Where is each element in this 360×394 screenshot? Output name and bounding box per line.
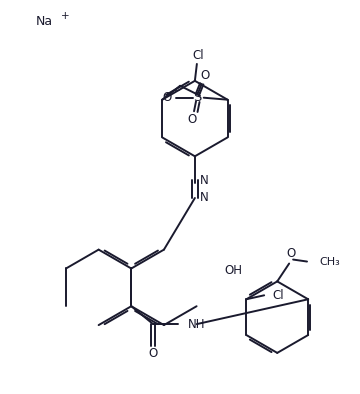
- Text: Na: Na: [36, 15, 53, 28]
- Text: O: O: [287, 247, 296, 260]
- Text: O: O: [162, 91, 172, 104]
- Text: N: N: [199, 191, 208, 204]
- Text: N: N: [199, 174, 208, 187]
- Text: O: O: [187, 113, 197, 126]
- Text: −: −: [172, 85, 180, 94]
- Text: Cl: Cl: [272, 289, 284, 302]
- Text: Cl: Cl: [192, 48, 204, 61]
- Text: O: O: [200, 69, 210, 82]
- Text: +: +: [61, 11, 69, 21]
- Text: S: S: [194, 91, 202, 104]
- Text: O: O: [148, 348, 158, 361]
- Text: OH: OH: [224, 264, 242, 277]
- Text: NH: NH: [188, 318, 205, 331]
- Text: CH₃: CH₃: [319, 256, 340, 267]
